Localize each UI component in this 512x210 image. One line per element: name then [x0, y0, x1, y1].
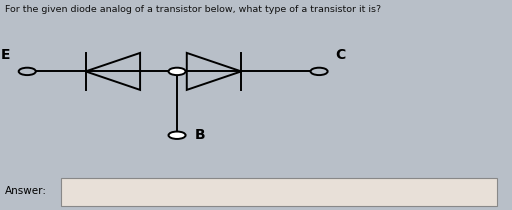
- Text: C: C: [335, 48, 346, 62]
- Text: E: E: [1, 48, 11, 62]
- Circle shape: [168, 131, 186, 139]
- FancyBboxPatch shape: [61, 178, 497, 206]
- Text: B: B: [195, 128, 205, 142]
- Circle shape: [168, 68, 186, 75]
- Text: For the given diode analog of a transistor below, what type of a transistor it i: For the given diode analog of a transist…: [5, 5, 381, 14]
- Text: Answer:: Answer:: [5, 186, 47, 196]
